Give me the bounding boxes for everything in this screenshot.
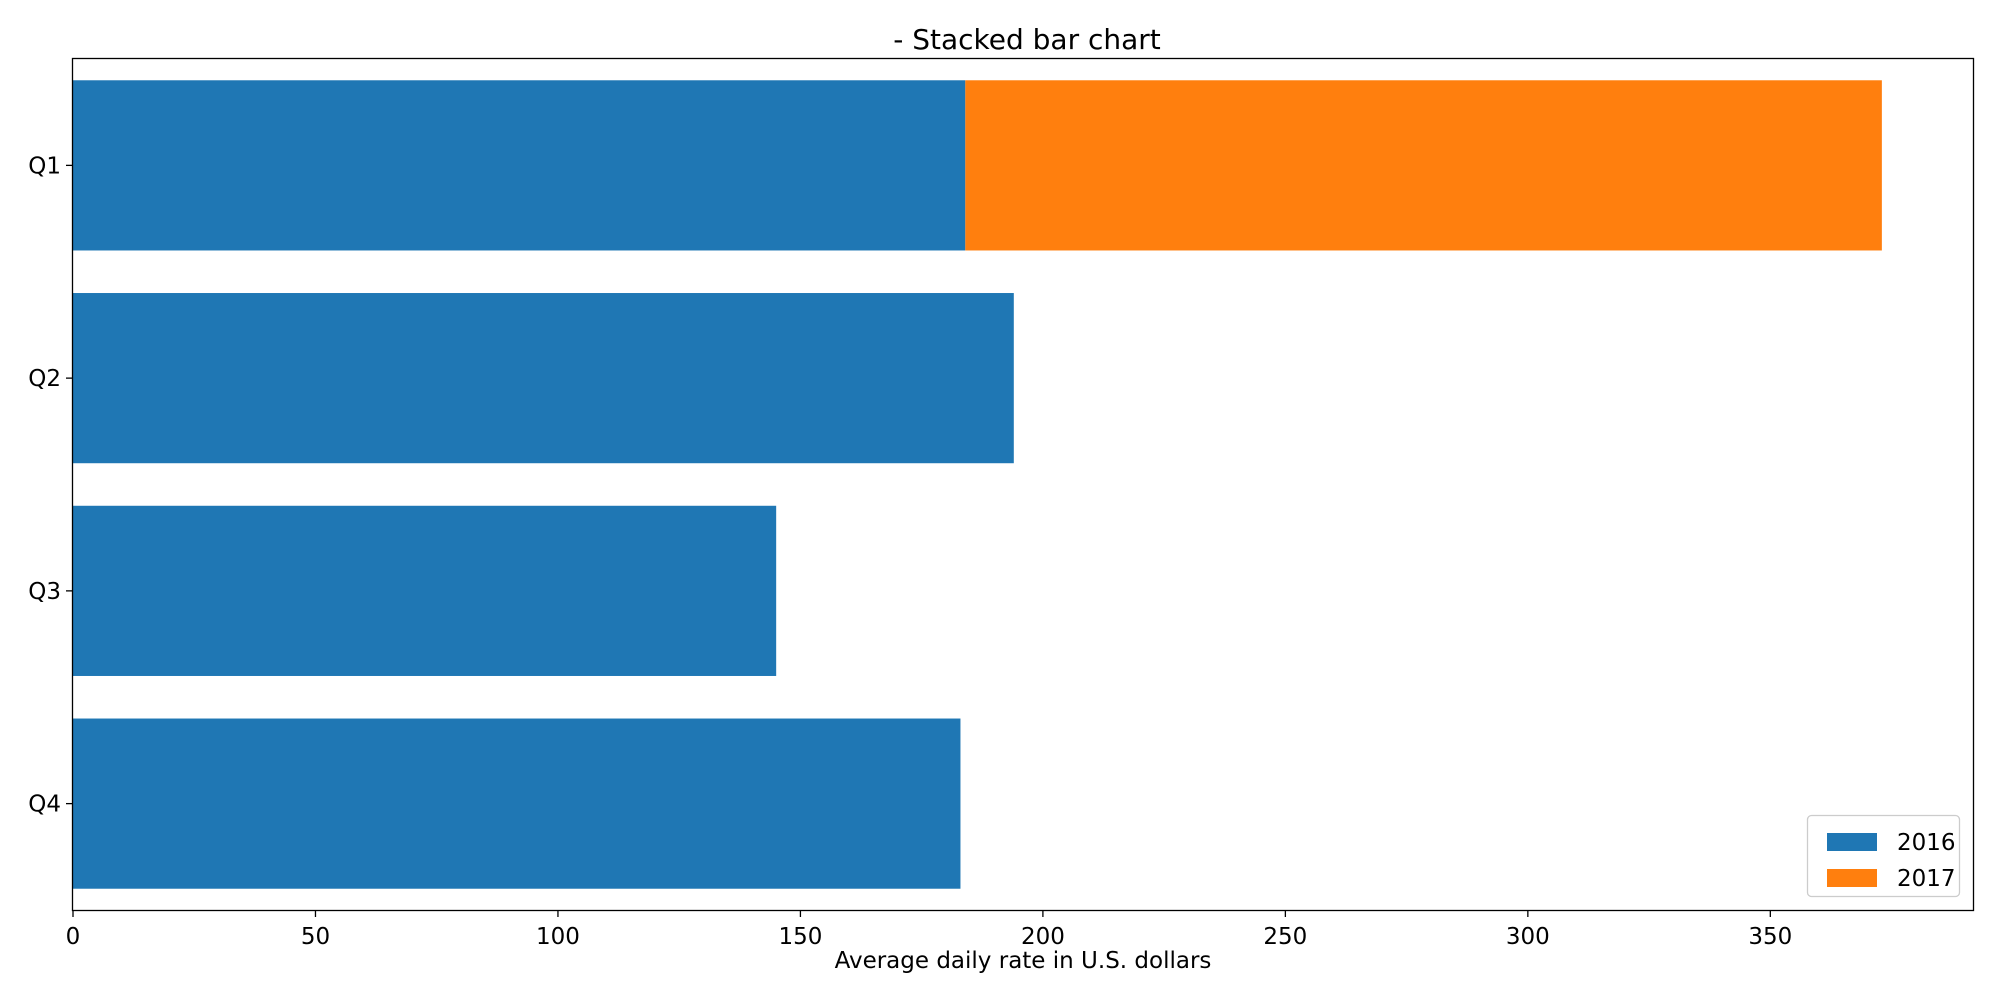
plot-frame: [71, 57, 1975, 912]
x-tick-label: 300: [1506, 924, 1550, 950]
legend-swatch-2016: [1827, 833, 1877, 851]
bar-q3-2016: [73, 505, 777, 676]
y-tick-label: Q2: [28, 366, 61, 392]
x-axis-ticks: 0 50 100 150 200 250 300 350: [66, 910, 1792, 950]
x-tick-label: 100: [536, 924, 580, 950]
bar-q1-2016: [73, 80, 966, 251]
bar-q1-2017: [965, 80, 1882, 251]
y-tick-label: Q4: [28, 792, 61, 818]
legend-label-2017: 2017: [1897, 866, 1956, 892]
x-tick-label: 250: [1263, 924, 1307, 950]
legend-items: 2016 2017: [1827, 830, 1956, 892]
x-tick-label: 350: [1748, 924, 1792, 950]
legend-label-2016: 2016: [1897, 830, 1956, 856]
x-tick-label: 50: [301, 924, 330, 950]
legend-swatch-2017: [1827, 869, 1877, 887]
x-axis-label: Average daily rate in U.S. dollars: [835, 948, 1212, 974]
bar-q2-2016: [73, 293, 1014, 464]
bars-layer: [73, 80, 1882, 889]
chart-title: - Stacked bar chart: [893, 23, 1161, 56]
y-tick-label: Q1: [28, 153, 61, 179]
y-tick-label: Q3: [28, 579, 61, 605]
y-axis-ticks: Q1 Q2 Q3 Q4: [28, 153, 73, 818]
bar-q4-2016: [73, 718, 961, 889]
x-tick-label: 150: [778, 924, 822, 950]
legend: 2016 2017: [1806, 814, 1961, 898]
x-tick-label: 0: [66, 924, 81, 950]
x-tick-label: 200: [1021, 924, 1065, 950]
